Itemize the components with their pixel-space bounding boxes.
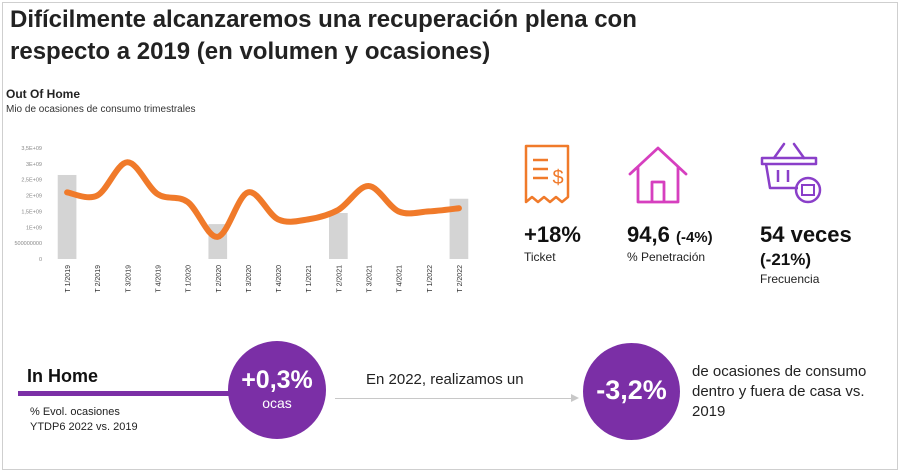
y-tick-label: 1E+09	[26, 225, 42, 231]
x-tick-label: T 4/2021	[397, 265, 404, 293]
y-tick-label: 500000000	[14, 241, 42, 247]
total-description: de ocasiones de consumo dentro y fuera d…	[692, 363, 867, 420]
in-home-underline	[18, 391, 240, 396]
x-tick-label: T 3/2019	[125, 265, 132, 293]
x-tick-label: T 1/2019	[65, 265, 72, 293]
in-home-circle-unit: ocas	[262, 395, 292, 411]
kpi-penetracion-label: % Penetración	[627, 250, 706, 264]
in-home-label: In Home	[27, 366, 99, 386]
kpi-ticket-label: Ticket	[524, 250, 556, 264]
ocasiones-line-chart: 0 500000000 1E+09 1,5E+09 2E+09 2,5E+09 3E+09 3…	[14, 146, 469, 293]
in-home-subtitle-line2: YTDP6 2022 vs. 2019	[30, 421, 138, 433]
y-tick-label: 2,5E+09	[21, 178, 42, 184]
chart-section-subtitle: Mio de ocasiones de consumo trimestrales	[6, 104, 196, 115]
x-tick-label: T 2/2020	[216, 265, 223, 293]
kpi-frecuencia-label: Frecuencia	[760, 272, 820, 286]
kpi-ticket-value: +18%	[524, 222, 581, 247]
x-tick-label: T 2/2019	[95, 265, 102, 293]
kpi-penetracion-change: (-4%)	[675, 229, 713, 246]
x-tick-label: T 4/2019	[156, 265, 163, 293]
ocasiones-series-line	[64, 159, 462, 240]
kpi-frecuencia: 54 veces (-21%) Frecuencia	[760, 222, 852, 286]
in-home-circle: +0,3% ocas	[228, 341, 326, 439]
y-tick-label: 1,5E+09	[21, 209, 42, 215]
shopping-basket-icon	[760, 142, 822, 204]
highlight-bar	[57, 174, 77, 259]
highlight-bar	[449, 198, 469, 259]
x-tick-label: T 2/2021	[336, 265, 343, 293]
total-circle-value: -3,2%	[596, 375, 667, 405]
kpi-frecuencia-value: 54 veces	[760, 222, 852, 247]
kpi-ticket: +18% Ticket	[524, 222, 581, 264]
y-tick-label: 3,5E+09	[21, 146, 42, 152]
x-tick-label: T 2/2022	[457, 265, 464, 293]
kpi-penetracion: 94,6 (-4%) % Penetración	[627, 222, 713, 264]
in-home-subtitle: % Evol. ocasiones YTDP6 2022 vs. 2019	[30, 405, 138, 435]
in-home-circle-value: +0,3%	[241, 366, 313, 394]
total-circle: -3,2%	[583, 343, 680, 440]
house-icon	[628, 146, 688, 204]
x-tick-label: T 1/2021	[306, 265, 313, 293]
y-tick-label: 3E+09	[26, 162, 42, 168]
highlight-bar	[329, 213, 348, 259]
arrow-text: En 2022, realizamos un	[366, 371, 524, 388]
x-tick-label: T 4/2020	[276, 265, 283, 293]
x-tick-label: T 1/2022	[427, 265, 434, 293]
in-home-subtitle-line1: % Evol. ocasiones	[30, 406, 120, 418]
receipt-dollar-icon: $	[524, 144, 570, 204]
page-title: Difícilmente alcanzaremos una recuperaci…	[10, 6, 637, 65]
x-tick-label: T 3/2021	[367, 265, 374, 293]
y-tick-label: 0	[39, 257, 42, 263]
arrow-head-icon	[571, 394, 579, 402]
kpi-penetracion-value: 94,6	[627, 222, 670, 247]
arrow-line	[335, 398, 575, 399]
chart-section-title: Out Of Home	[6, 87, 80, 101]
x-tick-label: T 1/2020	[186, 265, 193, 293]
svg-text:$: $	[552, 167, 563, 189]
x-tick-label: T 3/2020	[246, 265, 253, 293]
kpi-frecuencia-change: (-21%)	[760, 250, 812, 269]
y-tick-label: 2E+09	[26, 194, 42, 200]
